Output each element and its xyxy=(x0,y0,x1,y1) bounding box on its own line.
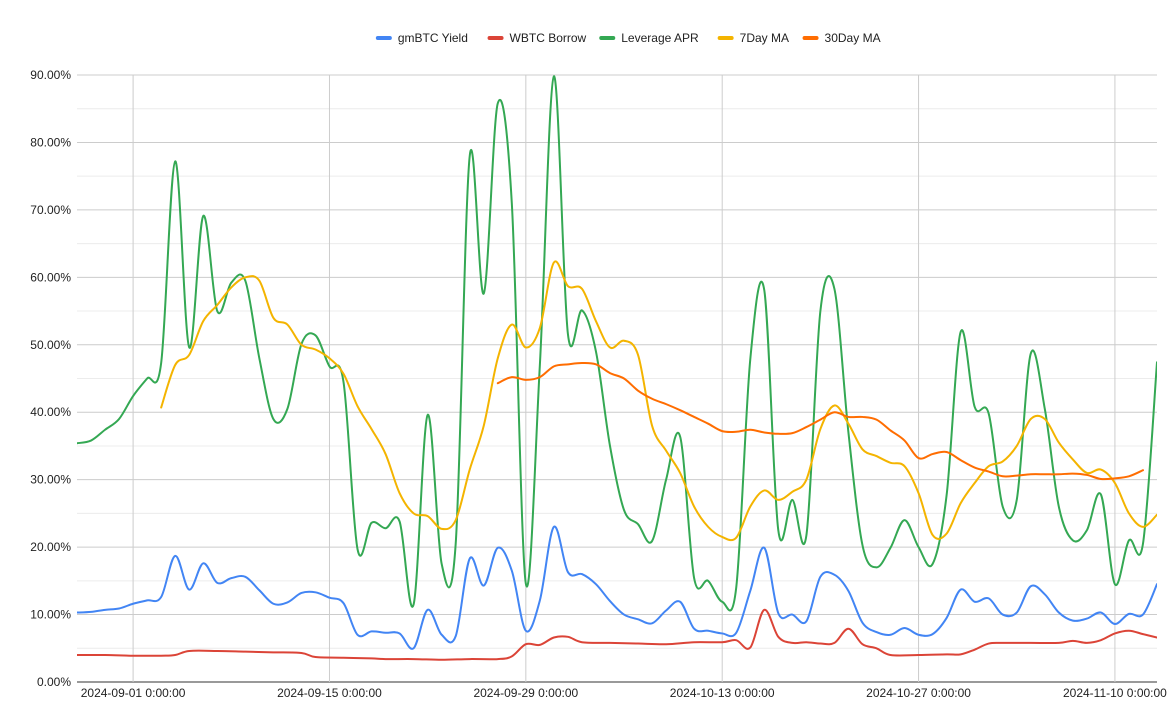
legend-item-7day-ma[interactable]: 7Day MA xyxy=(717,31,789,45)
legend-item-30day-ma[interactable]: 30Day MA xyxy=(802,31,881,45)
chart-grid xyxy=(77,74,1157,683)
y-tick-label: 70.00% xyxy=(30,203,71,217)
legend-item-leverage-apr[interactable]: Leverage APR xyxy=(599,31,699,45)
y-tick-label: 10.00% xyxy=(30,608,71,622)
legend-item-wbtc-borrow[interactable]: WBTC Borrow xyxy=(487,31,587,45)
legend: gmBTC Yield WBTC Borrow Leverage APR 7Day M… xyxy=(375,31,881,45)
series-lines xyxy=(77,75,1157,661)
legend-label: WBTC Borrow xyxy=(510,31,587,45)
x-tick-label: 2024-11-10 0:00:00 xyxy=(1063,686,1167,700)
y-tick-label: 90.00% xyxy=(30,68,71,82)
series-line-30day-ma xyxy=(496,361,1144,481)
legend-label: gmBTC Yield xyxy=(398,31,468,45)
y-axis: 0.00% 10.00% 20.00% 30.00% 40.00% 50.00% 60.00… xyxy=(30,68,71,689)
legend-label: 30Day MA xyxy=(825,31,881,45)
y-tick-label: 60.00% xyxy=(30,270,71,284)
y-tick-label: 20.00% xyxy=(30,540,71,554)
x-tick-label: 2024-09-15 0:00:00 xyxy=(277,686,382,700)
legend-label: 7Day MA xyxy=(740,31,789,45)
series-line-leverage-apr xyxy=(77,75,1157,612)
series-line-7day-ma xyxy=(160,260,1157,542)
y-tick-label: 50.00% xyxy=(30,338,71,352)
legend-item-gmbtc-yield[interactable]: gmBTC Yield xyxy=(375,31,468,45)
y-tick-label: 0.00% xyxy=(37,675,71,689)
series-line-wbtc-borrow xyxy=(77,608,1157,661)
y-tick-label: 80.00% xyxy=(30,135,71,149)
x-tick-label: 2024-09-29 0:00:00 xyxy=(473,686,578,700)
series-line-gmbtc-yield xyxy=(77,525,1157,650)
x-tick-label: 2024-09-01 0:00:00 xyxy=(81,686,186,700)
x-tick-label: 2024-10-13 0:00:00 xyxy=(670,686,775,700)
x-tick-label: 2024-10-27 0:00:00 xyxy=(866,686,971,700)
plot-area xyxy=(77,75,1157,661)
y-tick-label: 40.00% xyxy=(30,405,71,419)
legend-label: Leverage APR xyxy=(621,31,699,45)
y-tick-label: 30.00% xyxy=(30,473,71,487)
x-axis: 2024-09-01 0:00:00 2024-09-15 0:00:00 2024… xyxy=(81,686,1167,700)
